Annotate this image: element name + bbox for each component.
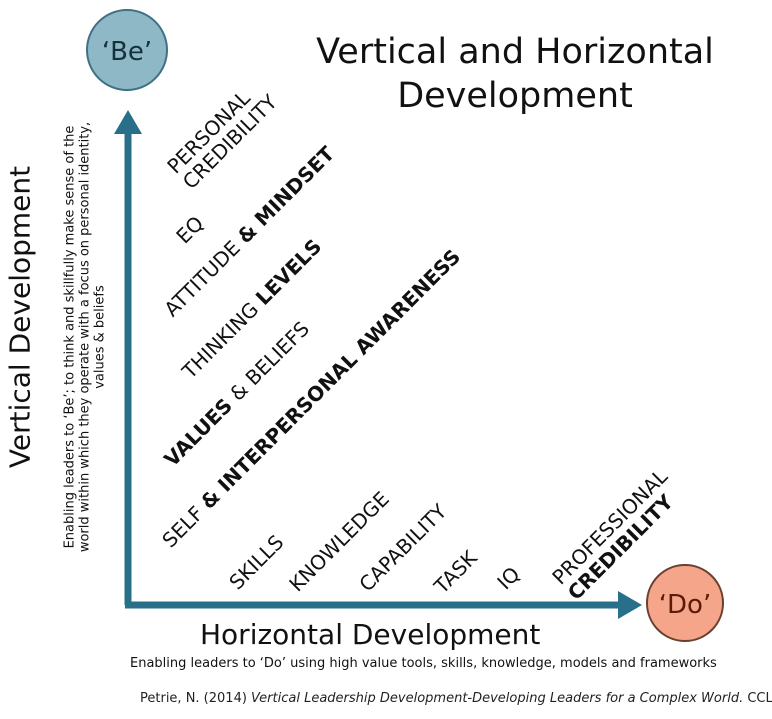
horizontal-axis-title: Horizontal Development <box>200 618 541 651</box>
horizontal-axis-arrowhead <box>618 591 642 619</box>
vertical-desc-line-1: Enabling leaders to ‘Be’; to think and s… <box>62 125 78 549</box>
vertical-axis-title: Vertical Development <box>3 165 37 469</box>
citation: Petrie, N. (2014) Vertical Leadership De… <box>140 691 772 706</box>
diagram-title: Vertical and Horizontal Development <box>300 30 730 118</box>
vertical-desc-line-2: world within which they operate with a f… <box>77 121 93 553</box>
vertical-axis-arrowhead <box>114 110 142 134</box>
vertical-axis-description: Enabling leaders to ‘Be’; to think and s… <box>63 122 108 552</box>
horizontal-axis-description: Enabling leaders to ‘Do’ using high valu… <box>130 656 717 671</box>
be-label: ‘Be’ <box>102 37 152 67</box>
title-line-2: Development <box>397 76 633 116</box>
vertical-desc-line-3: values & beliefs <box>92 285 108 389</box>
do-circle <box>646 564 724 642</box>
do-label: ‘Do’ <box>659 590 711 620</box>
citation-title: Vertical Leadership Development-Developi… <box>251 691 744 706</box>
citation-prefix: Petrie, N. (2014) <box>140 691 252 706</box>
title-line-1: Vertical and Horizontal <box>316 32 714 72</box>
be-circle <box>86 9 168 91</box>
citation-suffix: CCL. <box>747 691 772 706</box>
